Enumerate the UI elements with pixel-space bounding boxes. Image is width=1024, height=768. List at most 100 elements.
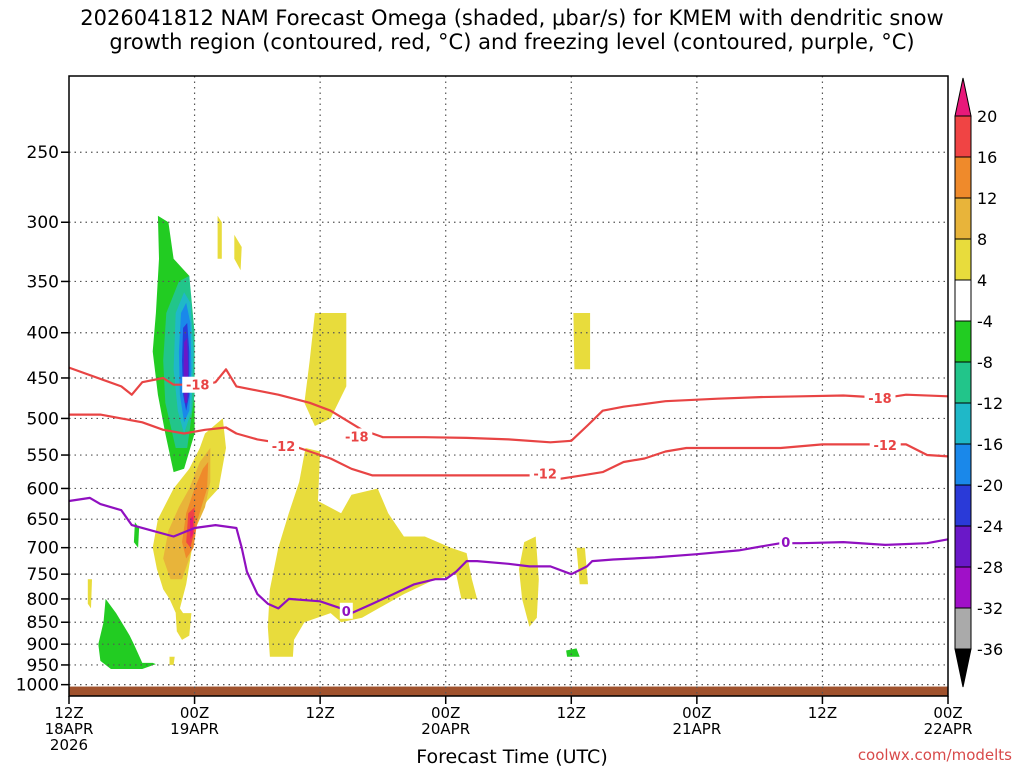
colorbar-arrow-top — [954, 77, 972, 117]
contour-label-0-2: -18 — [868, 392, 892, 407]
colorbar-bin-8 — [954, 443, 972, 486]
contour-label-1-2: -12 — [873, 439, 897, 454]
contour-label-bg-2-1 — [779, 534, 793, 551]
contour-label-bg-2-0 — [339, 602, 353, 619]
omega-region-8 — [566, 648, 580, 657]
omega-region-11 — [304, 313, 347, 426]
xtick-label-12-1: 19APR — [170, 720, 219, 738]
contour-label-1-1: -12 — [533, 467, 557, 482]
x-axis-label: Forecast Time (UTC) — [416, 746, 608, 768]
title-line-2: growth region (contoured, red, °C) and f… — [109, 30, 915, 54]
ytick-label-300: 300 — [27, 213, 59, 233]
contour-label-bg-1-2 — [869, 437, 901, 454]
omega-region-6 — [98, 598, 156, 669]
xtick-label-36-1: 20APR — [421, 720, 470, 738]
colorbar-bin-5 — [954, 320, 972, 363]
xtick-label-0-2: 2026 — [50, 736, 88, 754]
title-line-1: 2026041812 NAM Forecast Omega (shaded, μ… — [80, 6, 944, 30]
omega-region-9 — [217, 215, 222, 259]
colorbar-label-0: 20 — [977, 107, 997, 126]
omega-region-10 — [234, 234, 242, 271]
colorbar-bin-1 — [954, 156, 972, 199]
colorbar-bin-9 — [954, 484, 972, 527]
omega-shading-layer — [87, 215, 591, 669]
colorbar-bin-2 — [954, 197, 972, 240]
ytick-label-700: 700 — [27, 539, 59, 559]
ytick-label-350: 350 — [27, 272, 59, 292]
ytick-label-500: 500 — [27, 409, 59, 429]
colorbar-bin-3 — [954, 238, 972, 281]
colorbar-label-1: 16 — [977, 148, 997, 167]
xtick-label-72-0: 12Z — [808, 704, 837, 722]
omega-region-15 — [519, 536, 539, 627]
contour-label-0-1: -18 — [345, 430, 369, 445]
colorbar-bin-12 — [954, 607, 972, 650]
plot-frame — [68, 75, 949, 697]
ytick-label-850: 850 — [27, 613, 59, 633]
contour-label-bg-0-0 — [182, 376, 214, 393]
ytick-label-250: 250 — [27, 143, 59, 163]
contour-label-bg-0-1 — [341, 428, 373, 445]
ytick-label-650: 650 — [27, 510, 59, 530]
omega-region-19 — [169, 656, 175, 665]
xtick-label-0-1: 18APR — [45, 720, 94, 738]
ytick-label-950: 950 — [27, 656, 59, 676]
omega-region-7 — [133, 522, 140, 548]
colorbar-label-2: 12 — [977, 189, 997, 208]
contour-line-1 — [69, 413, 949, 480]
omega-region-12 — [573, 313, 591, 370]
omega-region-23 — [189, 516, 193, 540]
xtick-label-48-0: 12Z — [557, 704, 586, 722]
gridlines-layer — [69, 76, 948, 696]
xtick-label-0-0: 12Z — [54, 704, 83, 722]
credit-text: coolwx.com/modelts — [857, 746, 1012, 764]
colorbar-bin-6 — [954, 361, 972, 404]
omega-region-18 — [175, 613, 192, 640]
contour-label-0-0: -18 — [186, 379, 210, 394]
xtick-label-84-0: 00Z — [933, 704, 962, 722]
omega-region-14 — [267, 448, 478, 657]
xtick-label-84-1: 22APR — [924, 720, 973, 738]
chart-title: 2026041812 NAM Forecast Omega (shaded, μ… — [0, 6, 1024, 54]
contour-label-bg-1-0 — [268, 437, 300, 454]
contour-label-2-0: 0 — [342, 605, 351, 620]
xtick-label-12-0: 00Z — [180, 704, 209, 722]
colorbar-bin-7 — [954, 402, 972, 445]
colorbar: 20 16 12 8 4 -4 -8 -12 -16 -20 -24 -28 -32 -36 — [954, 77, 1003, 688]
colorbar-arrow-bottom — [954, 648, 972, 688]
colorbar-label-6: -8 — [977, 353, 993, 372]
contour-line-0 — [68, 366, 949, 444]
contour-label-bg-1-1 — [529, 465, 561, 482]
colorbar-bin-10 — [954, 525, 972, 568]
colorbar-label-11: -28 — [977, 558, 1003, 577]
terrain-layer — [69, 686, 948, 696]
omega-region-17 — [87, 579, 92, 609]
ground-terrain — [69, 686, 948, 696]
ytick-label-400: 400 — [27, 324, 59, 344]
colorbar-label-7: -12 — [977, 394, 1003, 413]
contour-label-bg-0-2 — [864, 389, 896, 406]
contour-label-2-1: 0 — [781, 536, 790, 551]
xtick-label-36-0: 00Z — [431, 704, 460, 722]
colorbar-bin-0 — [954, 115, 972, 158]
ytick-label-900: 900 — [27, 635, 59, 655]
omega-region-16 — [576, 547, 588, 585]
colorbar-label-9: -20 — [977, 476, 1003, 495]
colorbar-bin-11 — [954, 566, 972, 609]
ytick-label-800: 800 — [27, 590, 59, 610]
colorbar-label-12: -32 — [977, 599, 1003, 618]
colorbar-label-8: -16 — [977, 435, 1003, 454]
xtick-label-60-1: 21APR — [672, 720, 721, 738]
contour-layer: -18 -18 -18 -12 -12 -12 0 0 — [68, 366, 949, 620]
contour-label-1-0: -12 — [272, 440, 296, 455]
contour-line-2 — [68, 496, 949, 615]
axes-layer: 2503003504004505005506006507007508008509… — [16, 75, 973, 754]
ytick-label-600: 600 — [27, 479, 59, 499]
colorbar-bin-4 — [954, 279, 972, 322]
colorbar-label-5: -4 — [977, 312, 993, 331]
ytick-label-550: 550 — [27, 446, 59, 466]
ytick-label-1000: 1000 — [16, 676, 59, 696]
colorbar-label-13: -36 — [977, 640, 1003, 659]
colorbar-label-4: 4 — [977, 271, 987, 290]
